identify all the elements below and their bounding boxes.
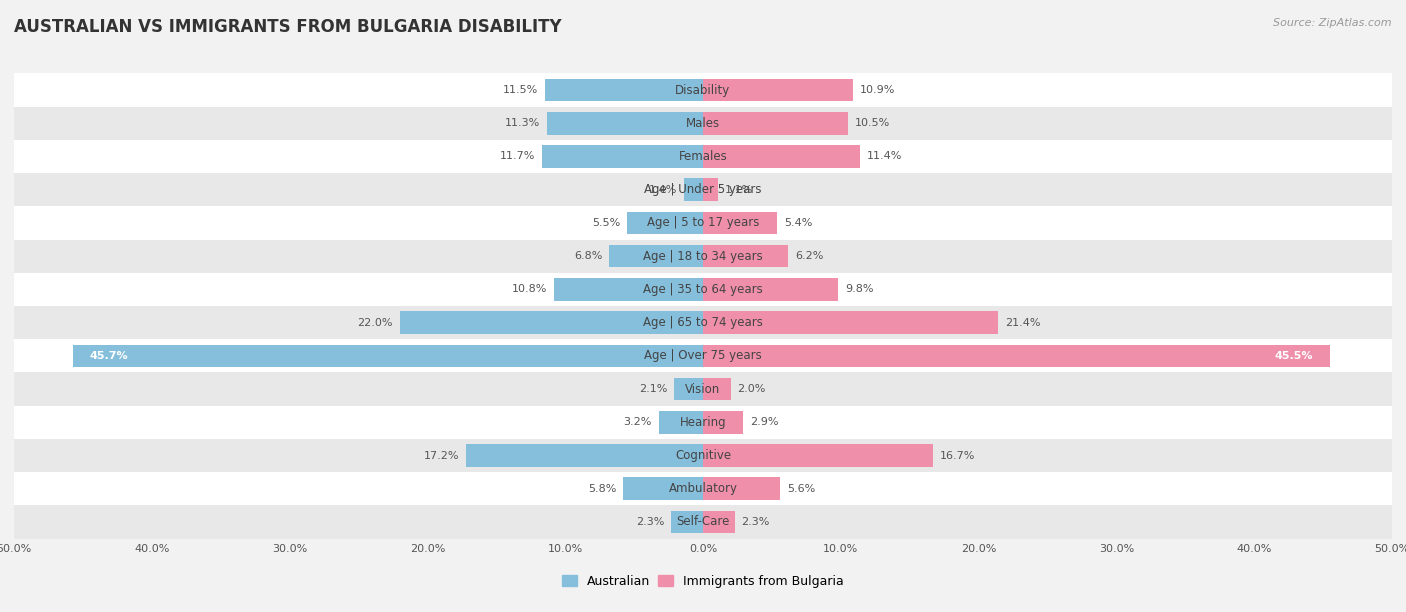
Text: 5.5%: 5.5% (592, 218, 620, 228)
Text: 3.2%: 3.2% (624, 417, 652, 427)
Text: 2.3%: 2.3% (636, 517, 665, 527)
Text: 11.7%: 11.7% (499, 152, 534, 162)
Bar (14, 106, 1392, 140)
Text: 10.5%: 10.5% (855, 118, 890, 129)
Bar (399, 312, 703, 334)
Bar (609, 245, 703, 267)
Bar (703, 278, 838, 300)
Text: 5.4%: 5.4% (785, 218, 813, 228)
Text: Disability: Disability (675, 84, 731, 97)
Bar (14, 206, 1392, 239)
Text: 9.8%: 9.8% (845, 285, 873, 294)
Bar (703, 345, 1330, 367)
Bar (703, 112, 848, 135)
Bar (703, 510, 735, 533)
Bar (14, 406, 1392, 439)
Text: Self-Care: Self-Care (676, 515, 730, 528)
Text: Age | Under 5 years: Age | Under 5 years (644, 183, 762, 196)
Bar (73, 345, 703, 367)
Text: AUSTRALIAN VS IMMIGRANTS FROM BULGARIA DISABILITY: AUSTRALIAN VS IMMIGRANTS FROM BULGARIA D… (14, 18, 561, 36)
Bar (544, 79, 703, 102)
Bar (659, 411, 703, 433)
Text: 45.7%: 45.7% (90, 351, 128, 361)
Text: Hearing: Hearing (679, 416, 727, 429)
Bar (703, 411, 742, 433)
Bar (703, 179, 718, 201)
Text: Age | 18 to 34 years: Age | 18 to 34 years (643, 250, 763, 263)
Bar (703, 245, 789, 267)
Text: 16.7%: 16.7% (941, 450, 976, 460)
Bar (14, 306, 1392, 339)
Text: Females: Females (679, 150, 727, 163)
Text: 5.8%: 5.8% (588, 483, 616, 494)
Text: 21.4%: 21.4% (1005, 318, 1040, 327)
Text: 11.4%: 11.4% (868, 152, 903, 162)
Text: Males: Males (686, 117, 720, 130)
Bar (703, 312, 998, 334)
Bar (623, 477, 703, 500)
Bar (627, 212, 703, 234)
Bar (703, 477, 780, 500)
Text: Age | 65 to 74 years: Age | 65 to 74 years (643, 316, 763, 329)
Text: 10.9%: 10.9% (860, 85, 896, 95)
Bar (14, 173, 1392, 206)
Text: 6.8%: 6.8% (574, 251, 602, 261)
Bar (703, 378, 731, 400)
Bar (14, 373, 1392, 406)
Text: 2.3%: 2.3% (741, 517, 770, 527)
Bar (14, 273, 1392, 306)
Text: Source: ZipAtlas.com: Source: ZipAtlas.com (1274, 18, 1392, 28)
Text: 45.5%: 45.5% (1275, 351, 1313, 361)
Text: 1.4%: 1.4% (648, 185, 676, 195)
Text: Age | 5 to 17 years: Age | 5 to 17 years (647, 217, 759, 230)
Text: Ambulatory: Ambulatory (668, 482, 738, 495)
Bar (547, 112, 703, 135)
Text: 10.8%: 10.8% (512, 285, 547, 294)
Bar (673, 378, 703, 400)
Bar (14, 239, 1392, 273)
Bar (671, 510, 703, 533)
Bar (703, 79, 853, 102)
Text: 11.3%: 11.3% (505, 118, 540, 129)
Bar (14, 439, 1392, 472)
Bar (541, 145, 703, 168)
Bar (14, 73, 1392, 106)
Bar (703, 212, 778, 234)
Bar (14, 472, 1392, 506)
Text: 6.2%: 6.2% (796, 251, 824, 261)
Text: Age | 35 to 64 years: Age | 35 to 64 years (643, 283, 763, 296)
Text: Age | Over 75 years: Age | Over 75 years (644, 349, 762, 362)
Text: 5.6%: 5.6% (787, 483, 815, 494)
Text: 2.0%: 2.0% (738, 384, 766, 394)
Bar (703, 444, 934, 467)
Bar (703, 145, 860, 168)
Text: 2.9%: 2.9% (749, 417, 779, 427)
Bar (465, 444, 703, 467)
Legend: Australian, Immigrants from Bulgaria: Australian, Immigrants from Bulgaria (557, 570, 849, 593)
Bar (14, 140, 1392, 173)
Text: Cognitive: Cognitive (675, 449, 731, 462)
Text: 17.2%: 17.2% (423, 450, 460, 460)
Text: 1.1%: 1.1% (725, 185, 754, 195)
Bar (14, 339, 1392, 373)
Text: Vision: Vision (685, 382, 721, 395)
Bar (683, 179, 703, 201)
Text: 22.0%: 22.0% (357, 318, 392, 327)
Text: 2.1%: 2.1% (638, 384, 668, 394)
Text: 11.5%: 11.5% (502, 85, 537, 95)
Bar (14, 506, 1392, 539)
Bar (554, 278, 703, 300)
